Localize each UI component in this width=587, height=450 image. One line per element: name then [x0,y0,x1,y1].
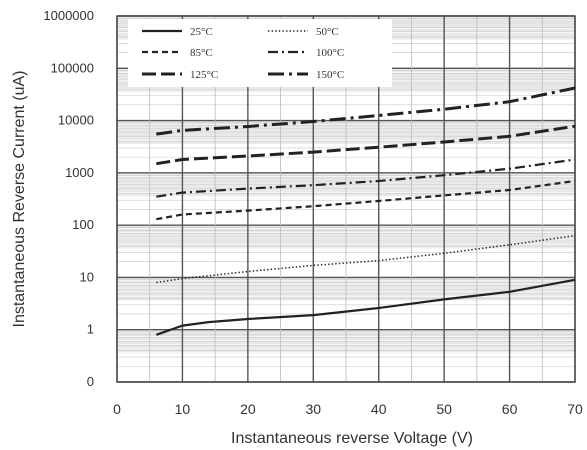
x-axis-label: Instantaneous reverse Voltage (V) [231,430,473,447]
y-tick-label: 0 [87,374,94,389]
legend-label-2: 85°C [190,47,213,59]
y-tick-label: 100 [72,217,94,232]
x-tick-labels: 0 10 20 30 40 50 60 70 [113,401,583,417]
x-tick-label: 0 [113,401,121,417]
x-tick-label: 40 [371,401,387,417]
x-tick-label: 20 [240,401,256,417]
x-tick-label: 30 [305,401,321,417]
y-tick-label: 1000 [65,165,94,180]
y-tick-label: 1000000 [43,8,94,23]
series-line-0 [155,278,576,336]
y-tick-labels: 0 1 10 100 1000 10000 100000 1000000 [43,8,94,389]
y-axis-label: Instantaneous Reverse Current (uA) [11,70,28,327]
series-line-4 [156,124,576,166]
legend: 25°C 50°C 85°C 100°C 125°C 150°C [128,19,392,87]
y-tick-label: 1 [87,322,94,337]
y-tick-label: 100000 [51,60,94,75]
x-tick-label: 10 [175,401,191,417]
x-tick-label: 50 [436,401,452,417]
y-tick-label: 10 [80,269,94,284]
plot-border [116,15,576,383]
series-layer [155,86,576,336]
legend-label-5: 150°C [316,69,344,81]
series-line-1 [156,234,576,284]
series-line-3 [156,158,576,198]
legend-label-1: 50°C [316,26,339,38]
x-tick-label: 70 [567,401,583,417]
series-line-2 [156,179,576,221]
x-tick-label: 60 [502,401,518,417]
y-tick-label: 10000 [58,113,94,128]
legend-label-3: 100°C [316,47,344,59]
legend-label-4: 125°C [190,69,218,81]
series-line-5 [156,86,576,136]
legend-label-0: 25°C [190,26,213,38]
